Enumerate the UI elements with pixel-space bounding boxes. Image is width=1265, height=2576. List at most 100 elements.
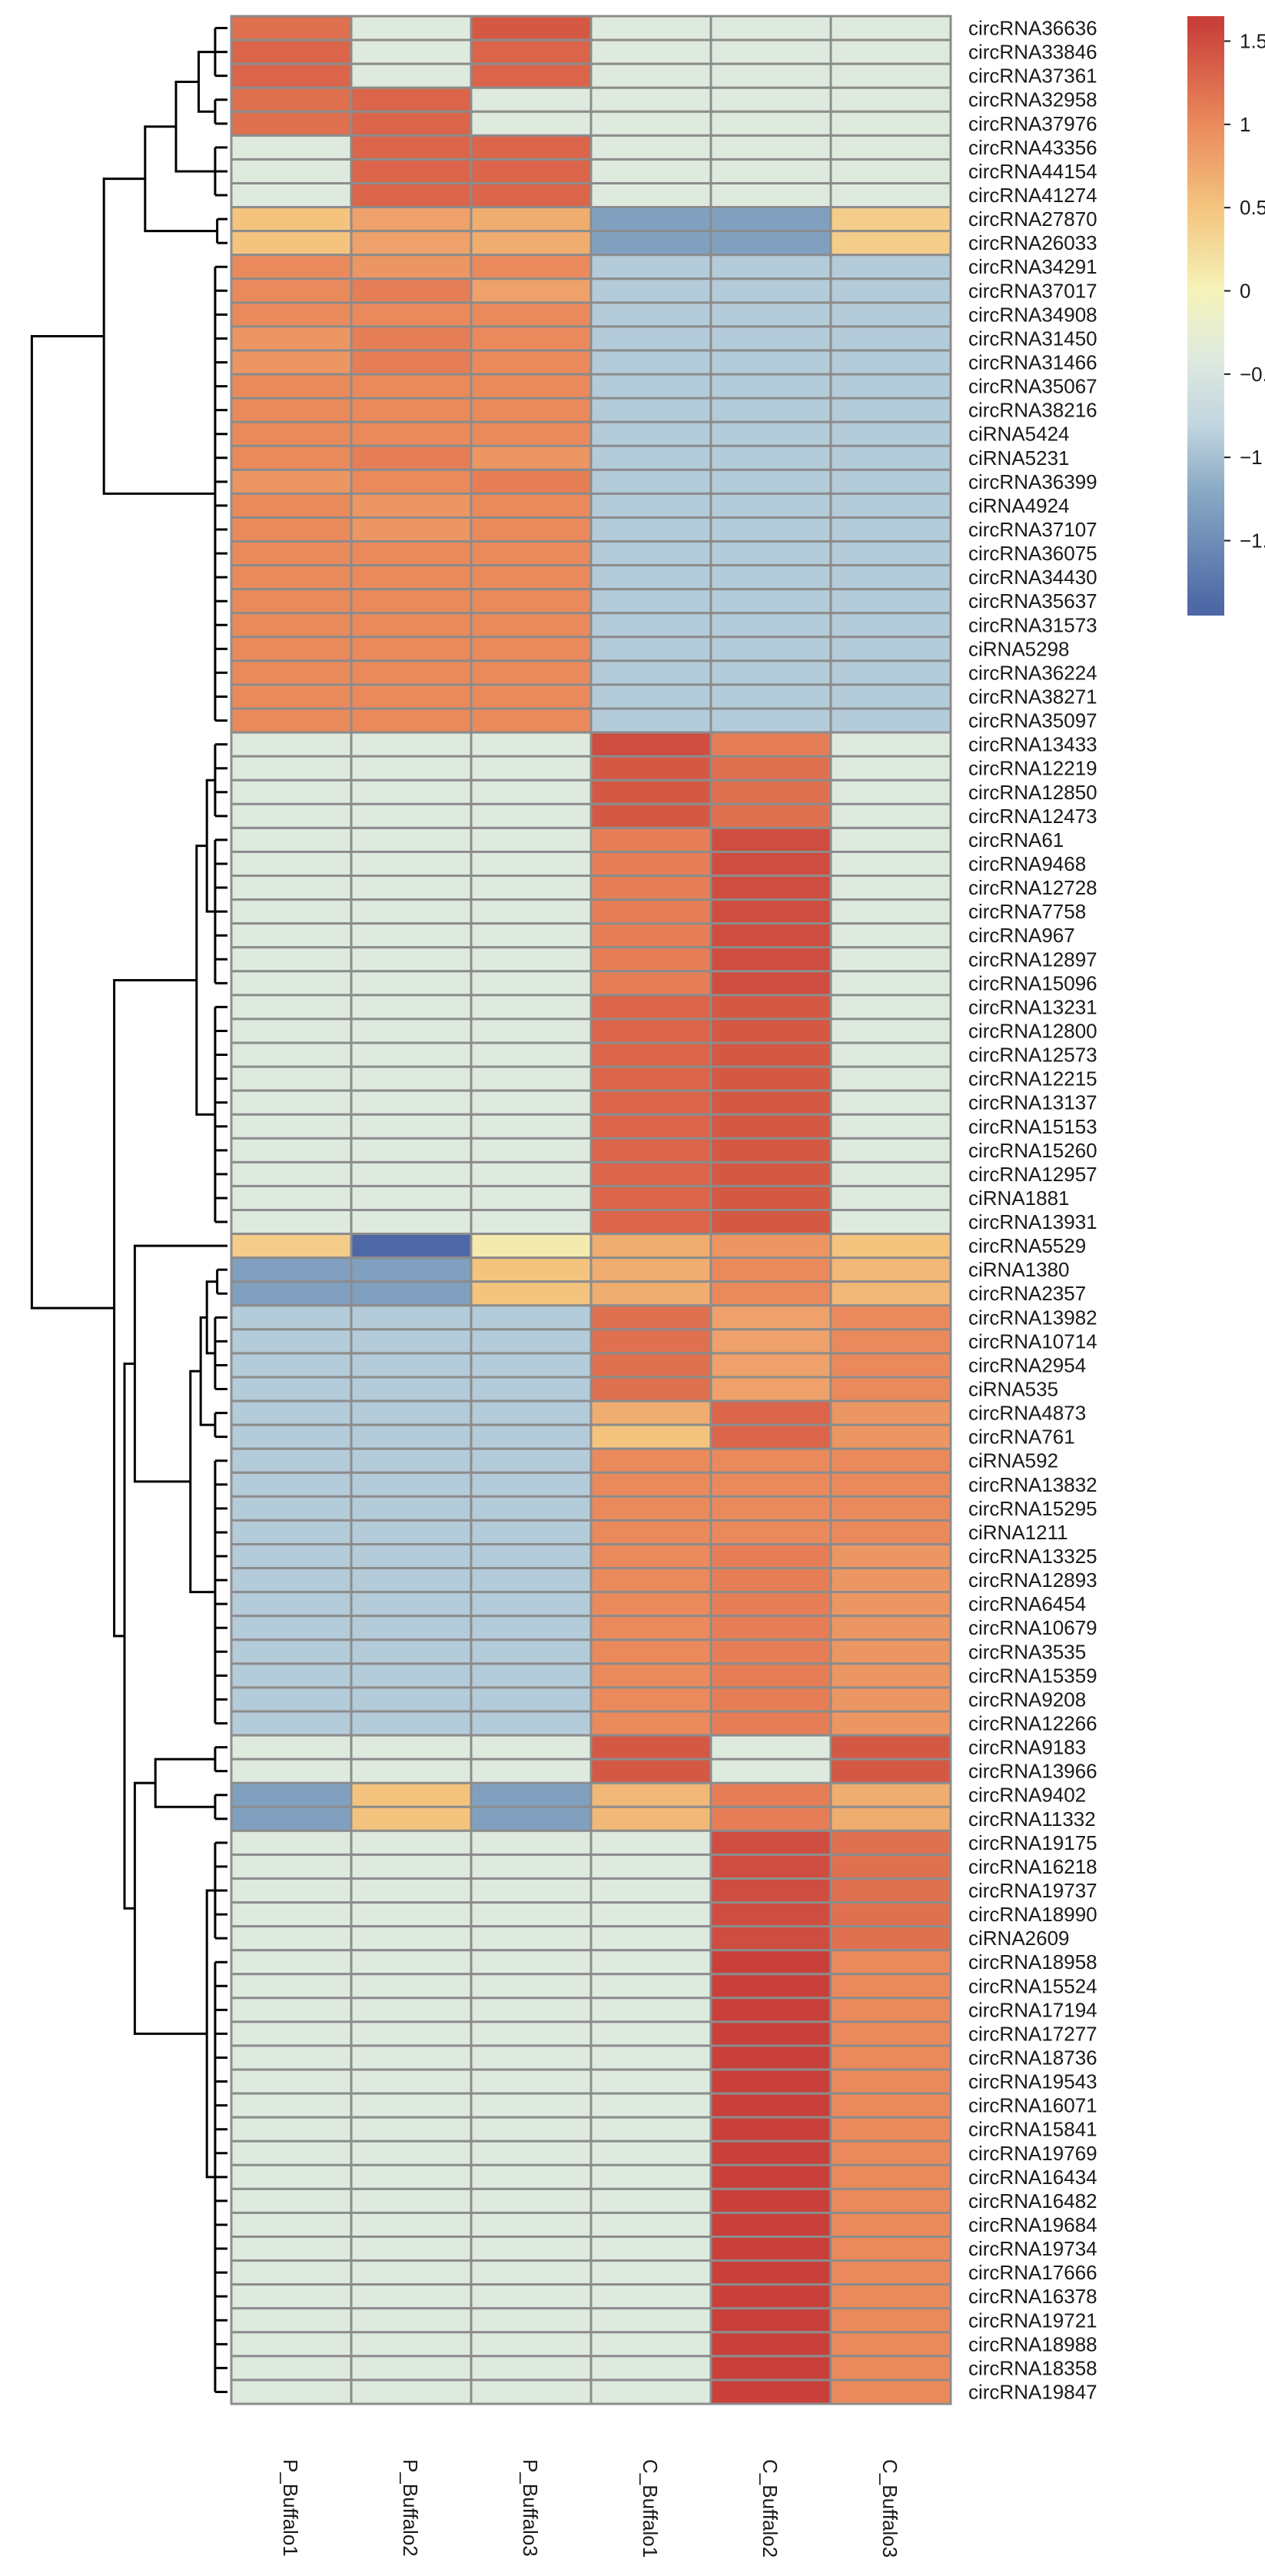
heatmap-cell	[829, 1160, 952, 1187]
heatmap-cell	[829, 2163, 952, 2190]
heatmap-cell	[589, 254, 712, 281]
heatmap-cell	[709, 612, 832, 639]
heatmap-cell	[829, 1399, 952, 1426]
heatmap-cell	[470, 1853, 593, 1880]
heatmap-cell	[589, 1758, 712, 1784]
heatmap-cell	[589, 1113, 712, 1140]
heatmap-cell	[470, 254, 593, 281]
row-label: ciRNA1881	[968, 1187, 1070, 1210]
heatmap-cell	[470, 397, 593, 423]
heatmap-cell	[829, 1376, 952, 1403]
heatmap-cell	[709, 373, 832, 400]
heatmap-cell	[709, 1423, 832, 1450]
heatmap-cell	[829, 492, 952, 519]
heatmap-cell	[470, 731, 593, 758]
heatmap-cell	[230, 731, 353, 758]
heatmap-cell	[350, 564, 473, 591]
row-label: circRNA33846	[968, 41, 1097, 64]
heatmap-cell	[350, 778, 473, 805]
heatmap-cell	[589, 349, 712, 376]
heatmap-cell	[230, 1973, 353, 2000]
heatmap-cell	[470, 2187, 593, 2214]
heatmap-cell	[350, 898, 473, 925]
heatmap-cell	[470, 2331, 593, 2358]
heatmap-cell	[350, 2139, 473, 2166]
heatmap-cell	[470, 1615, 593, 1642]
heatmap-cell	[230, 1160, 353, 1187]
heatmap-cell	[829, 134, 952, 161]
heatmap-cell	[709, 1805, 832, 1832]
heatmap-cell	[230, 1447, 353, 1474]
heatmap-cell	[589, 1137, 712, 1164]
heatmap-cell	[470, 683, 593, 710]
heatmap-cell	[470, 1877, 593, 1904]
heatmap-cell	[589, 516, 712, 543]
row-labels: circRNA36636circRNA33846circRNA37361circ…	[968, 17, 1097, 2404]
heatmap-cell	[470, 946, 593, 973]
heatmap-cell	[470, 181, 593, 209]
heatmap-cell	[470, 659, 593, 686]
heatmap-cell	[470, 1781, 593, 1808]
heatmap-cell	[230, 1686, 353, 1713]
heatmap-cell	[709, 1519, 832, 1545]
heatmap-cell	[589, 1638, 712, 1665]
heatmap-cell	[589, 970, 712, 997]
heatmap-cell	[470, 1328, 593, 1355]
heatmap-cell	[829, 1997, 952, 2023]
heatmap-cell	[589, 1519, 712, 1545]
heatmap-cell	[470, 1495, 593, 1522]
heatmap-cell	[470, 1949, 593, 1976]
color-legend: 1.5 1 0.5 0 −0.5 −1 −1.5	[1187, 16, 1265, 616]
heatmap-cell	[350, 2044, 473, 2071]
heatmap-cell	[589, 2139, 712, 2166]
heatmap-cell	[350, 254, 473, 281]
heatmap-cell	[829, 1853, 952, 1880]
heatmap-cell	[470, 1209, 593, 1236]
row-label: circRNA12728	[968, 876, 1097, 899]
row-label: circRNA19734	[968, 2237, 1097, 2260]
heatmap-cell	[829, 181, 952, 209]
heatmap-cell	[709, 230, 832, 257]
row-label: circRNA43356	[968, 136, 1097, 159]
row-label: circRNA13966	[968, 1760, 1097, 1783]
heatmap-cell	[829, 230, 952, 257]
row-label: circRNA38216	[968, 399, 1097, 422]
heatmap-cell	[470, 2068, 593, 2095]
heatmap-cell	[350, 1925, 473, 1952]
row-label: circRNA36399	[968, 470, 1097, 493]
heatmap-cell	[709, 1973, 832, 2000]
row-label: circRNA19684	[968, 2213, 1097, 2236]
heatmap-cell	[470, 2163, 593, 2190]
heatmap-cell	[709, 2092, 832, 2119]
heatmap-cell	[829, 1567, 952, 1594]
heatmap-cell	[589, 1997, 712, 2023]
heatmap-cell	[350, 1352, 473, 1379]
heatmap-cell	[589, 1949, 712, 1976]
heatmap-cell	[230, 1113, 353, 1140]
heatmap-cell	[589, 922, 712, 949]
heatmap-cell	[470, 38, 593, 65]
row-label: circRNA31466	[968, 351, 1097, 374]
heatmap-cell	[589, 612, 712, 639]
heatmap-cell	[350, 2092, 473, 2119]
heatmap-cell	[589, 731, 712, 758]
heatmap-cell	[829, 86, 952, 113]
row-label: circRNA13325	[968, 1545, 1097, 1568]
heatmap-cell	[589, 2378, 712, 2405]
heatmap-cell	[709, 2259, 832, 2286]
heatmap-cell	[230, 397, 353, 423]
heatmap-cell	[350, 2331, 473, 2358]
heatmap-cell	[350, 1017, 473, 1044]
row-label: circRNA19543	[968, 2070, 1097, 2093]
heatmap-cell	[829, 468, 952, 495]
heatmap-cell	[350, 994, 473, 1021]
heatmap-cell	[350, 826, 473, 853]
heatmap-cell	[350, 301, 473, 328]
heatmap-cell	[350, 1471, 473, 1498]
heatmap-cell	[589, 1280, 712, 1307]
heatmap-cell	[470, 1233, 593, 1260]
heatmap-cell	[709, 2211, 832, 2239]
heatmap-cell	[350, 1089, 473, 1116]
dendrogram-branch	[154, 1758, 215, 1808]
heatmap-cell	[230, 301, 353, 328]
